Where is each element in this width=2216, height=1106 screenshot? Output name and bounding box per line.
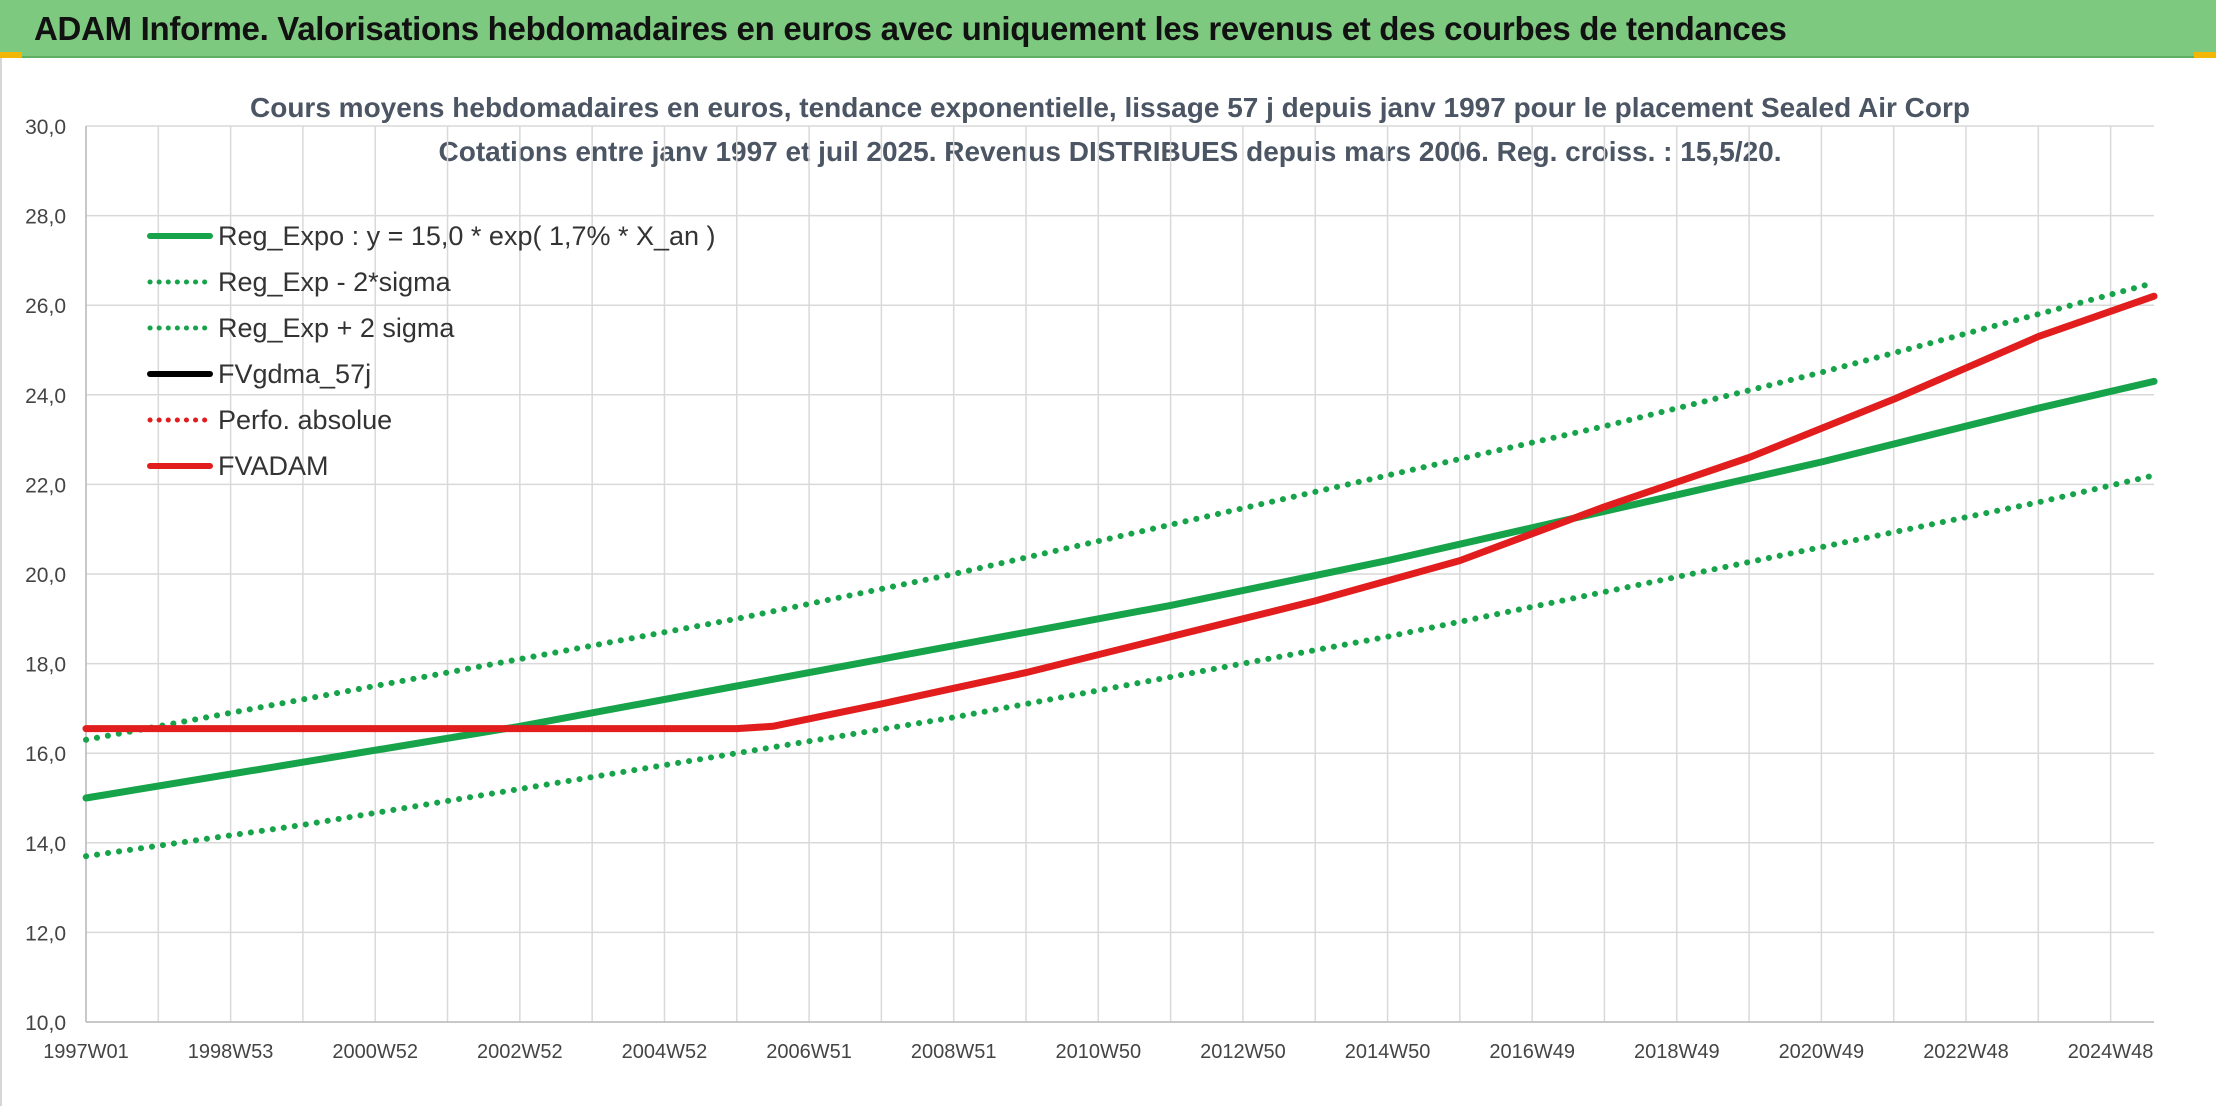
- report-title: ADAM Informe. Valorisations hebdomadaire…: [34, 10, 1787, 47]
- legend-label: Reg_Exp - 2*sigma: [218, 267, 452, 297]
- series-line-2: [83, 472, 2157, 860]
- x-tick-label: 2004W52: [622, 1041, 708, 1063]
- x-tick-label: 2008W51: [911, 1041, 997, 1063]
- x-tick-label: 2012W50: [1200, 1041, 1286, 1063]
- series-line-3: [83, 279, 2157, 743]
- x-tick-label: 2010W50: [1055, 1041, 1141, 1063]
- y-tick-label: 30,0: [25, 116, 66, 139]
- y-tick-label: 16,0: [25, 743, 66, 766]
- chart-subtitle: Cotations entre janv 1997 et juil 2025. …: [438, 136, 1782, 167]
- legend-label: Reg_Expo : y = 15,0 * exp( 1,7% * X_an ): [218, 221, 716, 251]
- x-tick-label: 2016W49: [1489, 1041, 1575, 1063]
- y-tick-label: 14,0: [25, 833, 66, 856]
- legend-label: Perfo. absolue: [218, 405, 392, 435]
- y-tick-label: 18,0: [25, 654, 66, 677]
- series-line-6: [82, 292, 2158, 733]
- y-tick-label: 24,0: [25, 385, 66, 408]
- y-tick-label: 10,0: [25, 1012, 66, 1035]
- x-tick-label: 2014W50: [1345, 1041, 1431, 1063]
- legend-label: FVgdma_57j: [218, 359, 371, 389]
- corner-mark-left: [0, 52, 22, 58]
- y-tick-label: 28,0: [25, 206, 66, 229]
- legend-label: Reg_Exp + 2 sigma: [218, 313, 455, 343]
- chart-area: Cours moyens hebdomadaires en euros, ten…: [0, 58, 2216, 1106]
- x-tick-label: 2018W49: [1634, 1041, 1720, 1063]
- x-tick-label: 1997W01: [43, 1041, 129, 1063]
- line-chart: 10,0 12,0 14,0 16,0 18,0 20,0 22,0 24,0 26,0 28,0…: [25, 116, 2158, 1063]
- corner-mark-right: [2194, 52, 2216, 58]
- x-tick-label: 2000W52: [332, 1041, 418, 1063]
- y-tick-label: 12,0: [25, 922, 66, 945]
- chart-title: Cours moyens hebdomadaires en euros, ten…: [250, 92, 1970, 123]
- y-tick-label: 20,0: [25, 564, 66, 587]
- legend-label: FVADAM: [218, 451, 329, 481]
- y-tick-label: 22,0: [25, 474, 66, 497]
- x-tick-label: 2002W52: [477, 1041, 563, 1063]
- y-tick-label: 26,0: [25, 295, 66, 318]
- x-tick-label: 2024W48: [2068, 1041, 2154, 1063]
- x-tick-label: 2022W48: [1923, 1041, 2009, 1063]
- x-tick-label: 2006W51: [766, 1041, 852, 1063]
- series-line-1: [82, 377, 2158, 802]
- x-tick-label: 1998W53: [188, 1041, 274, 1063]
- report-banner: ADAM Informe. Valorisations hebdomadaire…: [0, 0, 2216, 58]
- x-tick-label: 2020W49: [1779, 1041, 1865, 1063]
